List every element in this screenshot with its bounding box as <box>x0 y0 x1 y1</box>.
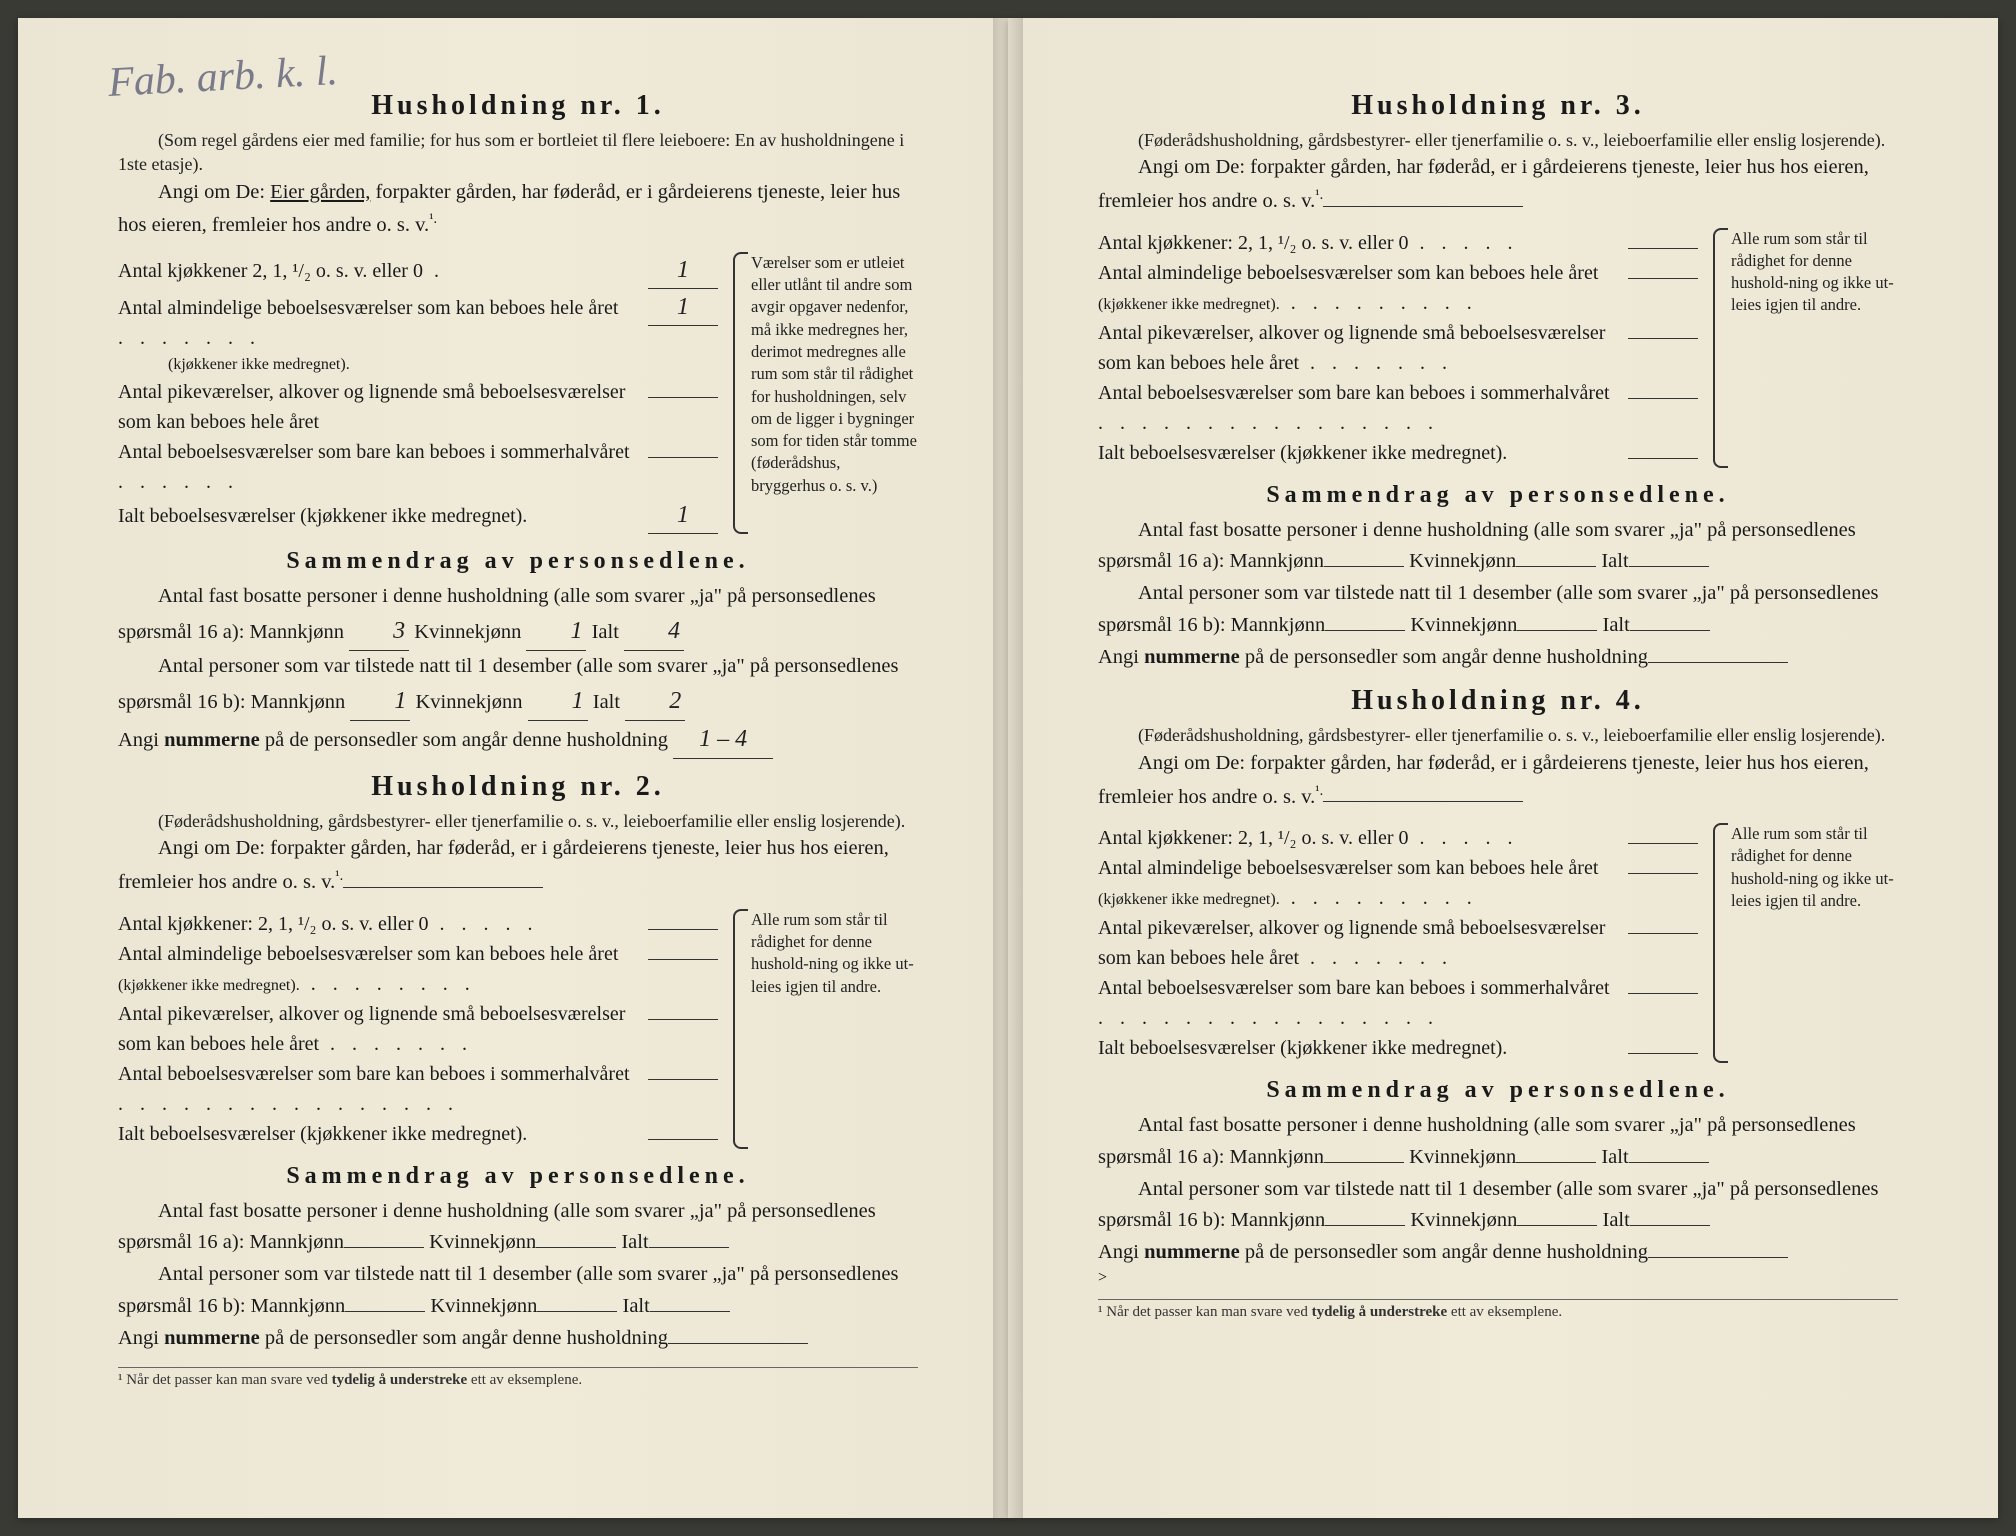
room-row: Ialt beboelsesværelser (kjøkkener ikke m… <box>118 497 718 534</box>
section-3-rooms: Antal kjøkkener: 2, 1, ¹/₂ o. s. v. elle… <box>1098 228 1898 468</box>
footnote: ¹ Når det passer kan man svare ved tydel… <box>118 1367 918 1389</box>
room-row: Ialt beboelsesværelser (kjøkkener ikke m… <box>1098 438 1698 468</box>
summary-16b: Antal personer som var tilstede natt til… <box>118 1259 918 1323</box>
right-page: Husholdning nr. 3. (Føderådshusholdning,… <box>1008 18 1998 1518</box>
rooms-main: Antal kjøkkener: 2, 1, ¹/₂ o. s. v. elle… <box>118 909 718 1149</box>
room-label: Ialt beboelsesværelser (kjøkkener ikke m… <box>118 501 640 531</box>
summary-3-heading: Sammendrag av personsedlene. <box>1098 482 1898 509</box>
summary-16b: Antal personer som var tilstede natt til… <box>1098 578 1898 642</box>
nummer-line: Angi nummerne på de personsedler som ang… <box>118 1323 918 1355</box>
summary-16a: Antal fast bosatte personer i denne hush… <box>1098 1110 1898 1174</box>
room-value <box>648 457 718 458</box>
room-row: Antal beboelsesværelser som bare kan beb… <box>1098 973 1698 1033</box>
room-value: 1 <box>648 497 718 534</box>
nummer-line: Angi nummerne på de personsedler som ang… <box>118 721 918 759</box>
room-value: 1 <box>648 289 718 326</box>
section-2-title: Husholdning nr. 2. <box>118 771 918 803</box>
summary-16a: Antal fast bosatte personer i denne hush… <box>118 581 918 651</box>
rooms-side-note: Værelser som er utleiet eller utlånt til… <box>733 252 918 534</box>
room-row: Antal almindelige beboelsesværelser som … <box>118 289 718 353</box>
brace-icon <box>733 909 748 1149</box>
summary-16a: Antal fast bosatte personer i denne hush… <box>118 1196 918 1260</box>
room-row: Antal kjøkkener: 2, 1, ¹/₂ o. s. v. elle… <box>1098 823 1698 853</box>
room-small-note: (kjøkkener ikke medregnet). <box>118 353 718 377</box>
room-row: Antal almindelige beboelsesværelser som … <box>1098 853 1698 913</box>
rooms-main: Antal kjøkkener 2, 1, ¹/₂ o. s. v. eller… <box>118 252 718 534</box>
kvinnekjonn-value: 1 <box>528 683 588 721</box>
nummer-line: Angi nummerne på de personsedler som ang… <box>1098 642 1898 674</box>
footnote: ¹ Når det passer kan man svare ved tydel… <box>1098 1299 1898 1321</box>
section-3-angi: Angi om De: forpakter gården, har føderå… <box>1098 152 1898 217</box>
room-row: Antal almindelige beboelsesværelser som … <box>118 939 718 999</box>
ialt-value: 4 <box>624 613 684 651</box>
angi-underlined: Eier gården, <box>270 181 370 203</box>
rooms-side-note: Alle rum som står til rådighet for denne… <box>733 909 918 1149</box>
summary-2-heading: Sammendrag av personsedlene. <box>118 1163 918 1190</box>
summary-16b: Antal personer som var tilstede natt til… <box>1098 1174 1898 1238</box>
brace-icon <box>1713 823 1728 1063</box>
summary-16b: Antal personer som var tilstede natt til… <box>118 651 918 721</box>
section-2-rooms: Antal kjøkkener: 2, 1, ¹/₂ o. s. v. elle… <box>118 909 918 1149</box>
rooms-main: Antal kjøkkener: 2, 1, ¹/₂ o. s. v. elle… <box>1098 228 1698 468</box>
section-4-subtitle: (Føderådshusholdning, gårdsbestyrer- ell… <box>1098 723 1898 747</box>
room-row: Antal pikeværelser, alkover og lignende … <box>1098 913 1698 973</box>
summary-1-heading: Sammendrag av personsedlene. <box>118 548 918 575</box>
section-4-rooms: Antal kjøkkener: 2, 1, ¹/₂ o. s. v. elle… <box>1098 823 1898 1063</box>
room-label: Antal beboelsesværelser som bare kan beb… <box>118 437 640 497</box>
room-label: Antal kjøkkener 2, 1, ¹/₂ o. s. v. eller… <box>118 256 640 286</box>
sup-1: ¹. <box>429 211 437 227</box>
left-page: Fab. arb. k. l. Husholdning nr. 1. (Som … <box>18 18 1008 1518</box>
rooms-main: Antal kjøkkener: 2, 1, ¹/₂ o. s. v. elle… <box>1098 823 1698 1063</box>
room-row: Antal pikeværelser, alkover og lignende … <box>118 999 718 1059</box>
brace-icon <box>1713 228 1728 468</box>
room-row: Antal almindelige beboelsesværelser som … <box>1098 258 1698 318</box>
room-label: Antal pikeværelser, alkover og lignende … <box>118 377 640 437</box>
room-row: Ialt beboelsesværelser (kjøkkener ikke m… <box>118 1119 718 1149</box>
book-spine <box>993 18 1023 1518</box>
room-row: Antal beboelsesværelser som bare kan beb… <box>118 1059 718 1119</box>
room-value <box>648 397 718 398</box>
section-1-rooms: Antal kjøkkener 2, 1, ¹/₂ o. s. v. eller… <box>118 252 918 534</box>
room-row: Antal kjøkkener: 2, 1, ¹/₂ o. s. v. elle… <box>1098 228 1698 258</box>
summary-4-heading: Sammendrag av personsedlene. <box>1098 1077 1898 1104</box>
nummer-line: Angi nummerne på de personsedler som ang… <box>1098 1237 1898 1269</box>
section-1-subtitle: (Som regel gårdens eier med familie; for… <box>118 128 918 177</box>
room-row: Antal beboelsesværelser som bare kan beb… <box>1098 378 1698 438</box>
rooms-side-note: Alle rum som står til rådighet for denne… <box>1713 823 1898 1063</box>
section-4-angi: Angi om De: forpakter gården, har føderå… <box>1098 748 1898 813</box>
mannkjonn-value: 1 <box>350 683 410 721</box>
section-2-angi: Angi om De: forpakter gården, har føderå… <box>118 833 918 898</box>
room-row: Ialt beboelsesværelser (kjøkkener ikke m… <box>1098 1033 1698 1063</box>
room-row: Antal kjøkkener: 2, 1, ¹/₂ o. s. v. elle… <box>118 909 718 939</box>
summary-16a: Antal fast bosatte personer i denne hush… <box>1098 515 1898 579</box>
room-row: Antal pikeværelser, alkover og lignende … <box>1098 318 1698 378</box>
nummer-value: 1 – 4 <box>673 721 773 759</box>
room-row: Antal beboelsesværelser som bare kan beb… <box>118 437 718 497</box>
document-spread: Fab. arb. k. l. Husholdning nr. 1. (Som … <box>18 18 1998 1518</box>
room-value: 1 <box>648 252 718 289</box>
room-row: Antal pikeværelser, alkover og lignende … <box>118 377 718 437</box>
section-3-title: Husholdning nr. 3. <box>1098 90 1898 122</box>
section-4-title: Husholdning nr. 4. <box>1098 685 1898 717</box>
angi-prefix: Angi om De: <box>158 181 270 203</box>
brace-icon <box>733 252 748 534</box>
rooms-side-note: Alle rum som står til rådighet for denne… <box>1713 228 1898 468</box>
mannkjonn-value: 3 <box>349 613 409 651</box>
room-label: Antal almindelige beboelsesværelser som … <box>118 293 640 353</box>
section-2-subtitle: (Føderådshusholdning, gårdsbestyrer- ell… <box>118 809 918 833</box>
section-1-angi: Angi om De: Eier gården, forpakter gårde… <box>118 177 918 242</box>
room-row: Antal kjøkkener 2, 1, ¹/₂ o. s. v. eller… <box>118 252 718 289</box>
section-3-subtitle: (Føderådshusholdning, gårdsbestyrer- ell… <box>1098 128 1898 152</box>
kvinnekjonn-value: 1 <box>526 613 586 651</box>
ialt-value: 2 <box>625 683 685 721</box>
